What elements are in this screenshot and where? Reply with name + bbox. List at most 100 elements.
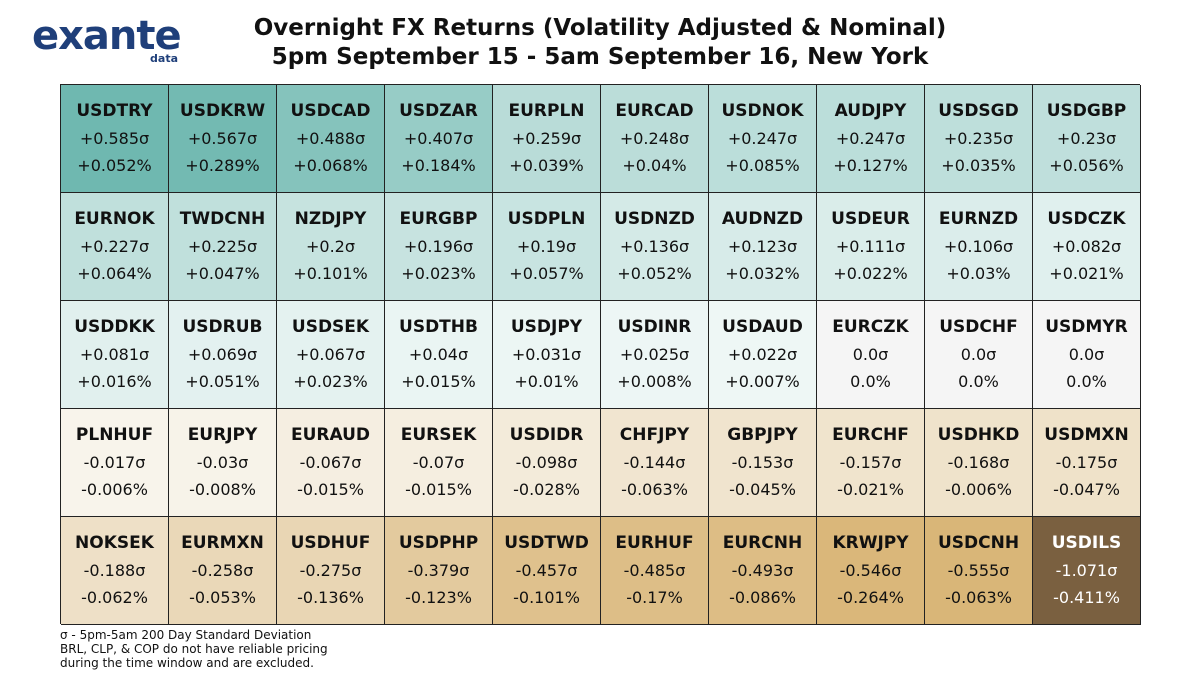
cell-pct-value: +0.127%: [833, 156, 908, 175]
cell-pair-label: EURMXN: [181, 533, 264, 553]
cell-sigma-value: -0.379σ: [407, 561, 470, 580]
heatmap-cell: NZDJPY +0.2σ +0.101%: [277, 193, 385, 301]
heatmap-cell: USDDKK +0.081σ +0.016%: [61, 301, 169, 409]
heatmap-cell: AUDJPY +0.247σ +0.127%: [817, 85, 925, 193]
cell-pair-label: USDAUD: [722, 317, 803, 337]
cell-sigma-value: +0.2σ: [306, 237, 355, 256]
heatmap-cell: USDZAR +0.407σ +0.184%: [385, 85, 493, 193]
heatmap-cell: USDSEK +0.067σ +0.023%: [277, 301, 385, 409]
heatmap-cell: USDEUR +0.111σ +0.022%: [817, 193, 925, 301]
heatmap-cell: USDSGD +0.235σ +0.035%: [925, 85, 1033, 193]
cell-sigma-value: +0.23σ: [1056, 129, 1117, 148]
cell-pair-label: NOKSEK: [75, 533, 154, 553]
heatmap-cell: USDGBP +0.23σ +0.056%: [1033, 85, 1141, 193]
heatmap-cell: USDNZD +0.136σ +0.052%: [601, 193, 709, 301]
cell-pair-label: USDILS: [1051, 533, 1122, 553]
cell-pair-label: USDKRW: [179, 101, 266, 121]
cell-pct-value: +0.023%: [401, 264, 476, 283]
cell-pair-label: TWDCNH: [179, 209, 266, 229]
cell-sigma-value: -1.071σ: [1055, 561, 1118, 580]
cell-sigma-value: -0.485σ: [623, 561, 686, 580]
cell-pct-value: -0.063%: [621, 480, 688, 499]
cell-sigma-value: -0.157σ: [839, 453, 902, 472]
cell-pct-value: -0.123%: [405, 588, 472, 607]
cell-pct-value: +0.015%: [401, 372, 476, 391]
cell-pct-value: -0.086%: [729, 588, 796, 607]
cell-pct-value: -0.028%: [513, 480, 580, 499]
heatmap-cell: USDHKD -0.168σ -0.006%: [925, 409, 1033, 517]
cell-pair-label: USDMXN: [1044, 425, 1129, 445]
cell-sigma-value: +0.567σ: [187, 129, 258, 148]
cell-pair-label: EURNZD: [938, 209, 1019, 229]
cell-sigma-value: +0.407σ: [403, 129, 474, 148]
cell-pct-value: +0.052%: [77, 156, 152, 175]
cell-pair-label: EURHUF: [615, 533, 694, 553]
heatmap-cell: NOKSEK -0.188σ -0.062%: [61, 517, 169, 625]
cell-sigma-value: 0.0σ: [960, 345, 997, 364]
heatmap-cell: USDPHP -0.379σ -0.123%: [385, 517, 493, 625]
heatmap-cell: USDCNH -0.555σ -0.063%: [925, 517, 1033, 625]
cell-pair-label: EURCNH: [722, 533, 803, 553]
cell-pair-label: USDIDR: [509, 425, 584, 445]
heatmap-cell: EURCHF -0.157σ -0.021%: [817, 409, 925, 517]
cell-pair-label: EURNOK: [74, 209, 155, 229]
cell-pair-label: EURCAD: [615, 101, 694, 121]
cell-pair-label: AUDNZD: [721, 209, 804, 229]
footnote: σ - 5pm-5am 200 Day Standard Deviation B…: [60, 628, 328, 670]
heatmap-cell: USDTHB +0.04σ +0.015%: [385, 301, 493, 409]
chart-title: Overnight FX Returns (Volatility Adjuste…: [200, 14, 1000, 72]
cell-pct-value: +0.052%: [617, 264, 692, 283]
cell-pct-value: +0.007%: [725, 372, 800, 391]
cell-sigma-value: +0.235σ: [943, 129, 1014, 148]
cell-sigma-value: -0.144σ: [623, 453, 686, 472]
cell-pct-value: +0.057%: [509, 264, 584, 283]
cell-pct-value: -0.062%: [81, 588, 148, 607]
heatmap-cell: USDRUB +0.069σ +0.051%: [169, 301, 277, 409]
footnote-line-1: σ - 5pm-5am 200 Day Standard Deviation: [60, 628, 312, 642]
cell-pair-label: USDTWD: [504, 533, 589, 553]
cell-pair-label: AUDJPY: [834, 101, 907, 121]
cell-pct-value: +0.03%: [946, 264, 1011, 283]
cell-sigma-value: +0.488σ: [295, 129, 366, 148]
heatmap-cell: EURHUF -0.485σ -0.17%: [601, 517, 709, 625]
heatmap-cell: USDHUF -0.275σ -0.136%: [277, 517, 385, 625]
cell-sigma-value: -0.188σ: [83, 561, 146, 580]
cell-pct-value: +0.04%: [622, 156, 687, 175]
cell-pct-value: +0.01%: [514, 372, 579, 391]
cell-sigma-value: +0.196σ: [403, 237, 474, 256]
heatmap-cell: USDILS -1.071σ -0.411%: [1033, 517, 1141, 625]
heatmap-cell: USDIDR -0.098σ -0.028%: [493, 409, 601, 517]
cell-pair-label: USDJPY: [510, 317, 583, 337]
cell-pair-label: USDGBP: [1046, 101, 1127, 121]
cell-pair-label: KRWJPY: [832, 533, 909, 553]
cell-sigma-value: +0.19σ: [516, 237, 577, 256]
cell-sigma-value: +0.022σ: [727, 345, 798, 364]
cell-sigma-value: -0.175σ: [1055, 453, 1118, 472]
cell-sigma-value: +0.247σ: [727, 129, 798, 148]
cell-pct-value: -0.008%: [189, 480, 256, 499]
cell-sigma-value: +0.031σ: [511, 345, 582, 364]
cell-sigma-value: +0.025σ: [619, 345, 690, 364]
cell-pct-value: +0.008%: [617, 372, 692, 391]
cell-pair-label: USDSEK: [291, 317, 370, 337]
cell-pair-label: USDRUB: [182, 317, 263, 337]
cell-pct-value: -0.047%: [1053, 480, 1120, 499]
cell-pct-value: 0.0%: [958, 372, 999, 391]
cell-pair-label: EURSEK: [400, 425, 477, 445]
cell-sigma-value: +0.069σ: [187, 345, 258, 364]
heatmap-cell: USDMYR 0.0σ 0.0%: [1033, 301, 1141, 409]
cell-pct-value: -0.411%: [1053, 588, 1120, 607]
cell-sigma-value: -0.493σ: [731, 561, 794, 580]
cell-pair-label: EURCZK: [832, 317, 909, 337]
cell-pair-label: USDTRY: [76, 101, 153, 121]
heatmap-cell: KRWJPY -0.546σ -0.264%: [817, 517, 925, 625]
cell-pair-label: USDHUF: [290, 533, 371, 553]
cell-pair-label: USDCNH: [937, 533, 1020, 553]
cell-sigma-value: -0.07σ: [412, 453, 465, 472]
heatmap-cell: USDTRY +0.585σ +0.052%: [61, 85, 169, 193]
cell-pct-value: -0.015%: [297, 480, 364, 499]
cell-sigma-value: +0.225σ: [187, 237, 258, 256]
cell-pct-value: -0.015%: [405, 480, 472, 499]
cell-sigma-value: +0.04σ: [408, 345, 469, 364]
heatmap-cell: USDMXN -0.175σ -0.047%: [1033, 409, 1141, 517]
